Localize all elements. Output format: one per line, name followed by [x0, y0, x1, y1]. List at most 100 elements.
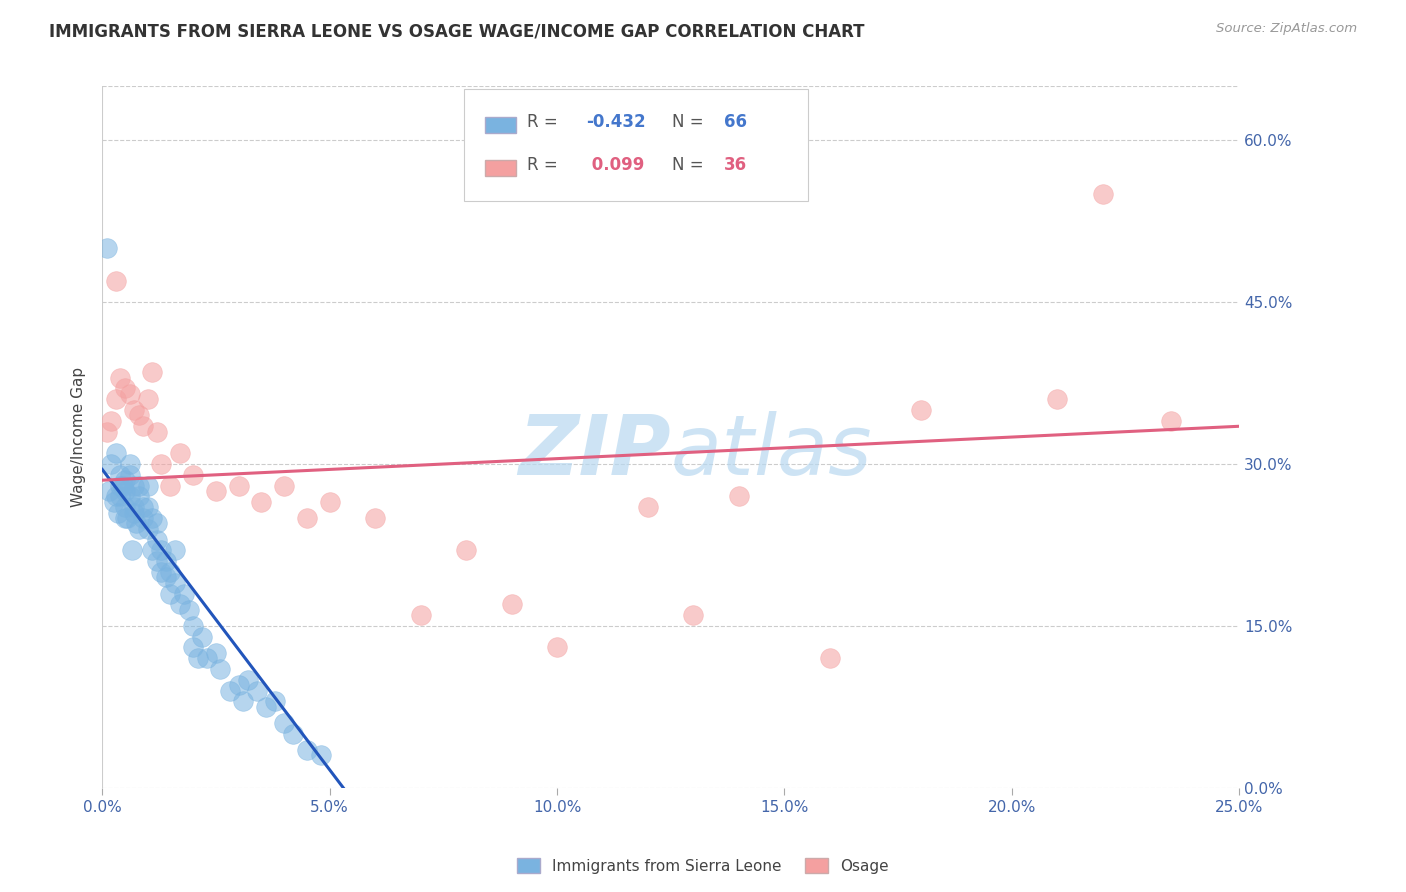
Point [136, 522, 159, 536]
Point [546, 640, 568, 655]
Point [1046, 392, 1069, 407]
Point [104, 446, 127, 460]
Text: 36: 36 [724, 156, 747, 174]
Point [141, 365, 163, 379]
Point [96, 425, 118, 439]
Point [163, 543, 186, 558]
Point [98, 483, 121, 498]
Point [114, 500, 136, 515]
Point [159, 565, 181, 579]
Point [110, 490, 132, 504]
Point [114, 473, 136, 487]
Point [228, 478, 250, 492]
Point [118, 457, 141, 471]
Point [136, 500, 159, 515]
Text: 66: 66 [724, 113, 747, 131]
Point [218, 683, 240, 698]
Point [236, 673, 259, 687]
Point [181, 619, 204, 633]
Point [191, 630, 214, 644]
Point [163, 575, 186, 590]
Point [128, 522, 150, 536]
Point [146, 425, 169, 439]
Text: N =: N = [672, 156, 709, 174]
Point [100, 457, 122, 471]
Point [132, 511, 155, 525]
Point [1091, 187, 1114, 202]
Point [146, 533, 169, 547]
Point [173, 586, 195, 600]
Point [122, 403, 145, 417]
Point [132, 500, 155, 515]
Point [682, 608, 704, 623]
Y-axis label: Wage/Income Gap: Wage/Income Gap [72, 367, 86, 508]
Point [155, 570, 177, 584]
Point [181, 640, 204, 655]
Point [141, 511, 163, 525]
Point [100, 414, 122, 428]
Point [114, 511, 136, 525]
Point [128, 409, 150, 423]
Point [150, 565, 173, 579]
Point [125, 516, 148, 531]
Text: Source: ZipAtlas.com: Source: ZipAtlas.com [1216, 22, 1357, 36]
Point [818, 651, 841, 665]
Point [141, 543, 163, 558]
Point [110, 478, 132, 492]
Point [96, 241, 118, 255]
Point [246, 683, 269, 698]
Point [136, 392, 159, 407]
Legend: Immigrants from Sierra Leone, Osage: Immigrants from Sierra Leone, Osage [512, 852, 894, 880]
Point [107, 506, 129, 520]
Point [637, 500, 659, 515]
Point [205, 646, 228, 660]
Point [295, 743, 318, 757]
Text: atlas: atlas [671, 410, 872, 491]
Point [264, 694, 287, 708]
Point [115, 511, 138, 525]
Point [110, 467, 132, 482]
Point [728, 490, 751, 504]
Point [104, 392, 127, 407]
Point [364, 511, 387, 525]
Point [228, 678, 250, 692]
Text: 0.099: 0.099 [586, 156, 645, 174]
Point [205, 483, 228, 498]
Point [122, 478, 145, 492]
Text: R =: R = [527, 156, 564, 174]
Point [111, 478, 134, 492]
Point [250, 495, 273, 509]
Point [150, 457, 173, 471]
Text: R =: R = [527, 113, 564, 131]
Text: IMMIGRANTS FROM SIERRA LEONE VS OSAGE WAGE/INCOME GAP CORRELATION CHART: IMMIGRANTS FROM SIERRA LEONE VS OSAGE WA… [49, 22, 865, 40]
Point [122, 506, 145, 520]
Point [454, 543, 477, 558]
Point [1160, 414, 1182, 428]
Point [118, 490, 141, 504]
Point [146, 554, 169, 568]
Point [150, 543, 173, 558]
Point [169, 597, 191, 611]
Point [155, 554, 177, 568]
Point [128, 478, 150, 492]
Point [177, 603, 200, 617]
Point [209, 662, 232, 676]
Point [309, 748, 332, 763]
Point [122, 500, 145, 515]
Point [273, 478, 295, 492]
Point [118, 467, 141, 482]
Point [114, 382, 136, 396]
Point [132, 419, 155, 434]
Point [295, 511, 318, 525]
Point [159, 586, 181, 600]
Point [187, 651, 209, 665]
Point [121, 543, 143, 558]
Text: -0.432: -0.432 [586, 113, 645, 131]
Point [128, 490, 150, 504]
Point [501, 597, 523, 611]
Point [195, 651, 218, 665]
Point [318, 495, 340, 509]
Point [136, 478, 159, 492]
Text: ZIP: ZIP [517, 410, 671, 491]
Point [283, 727, 305, 741]
